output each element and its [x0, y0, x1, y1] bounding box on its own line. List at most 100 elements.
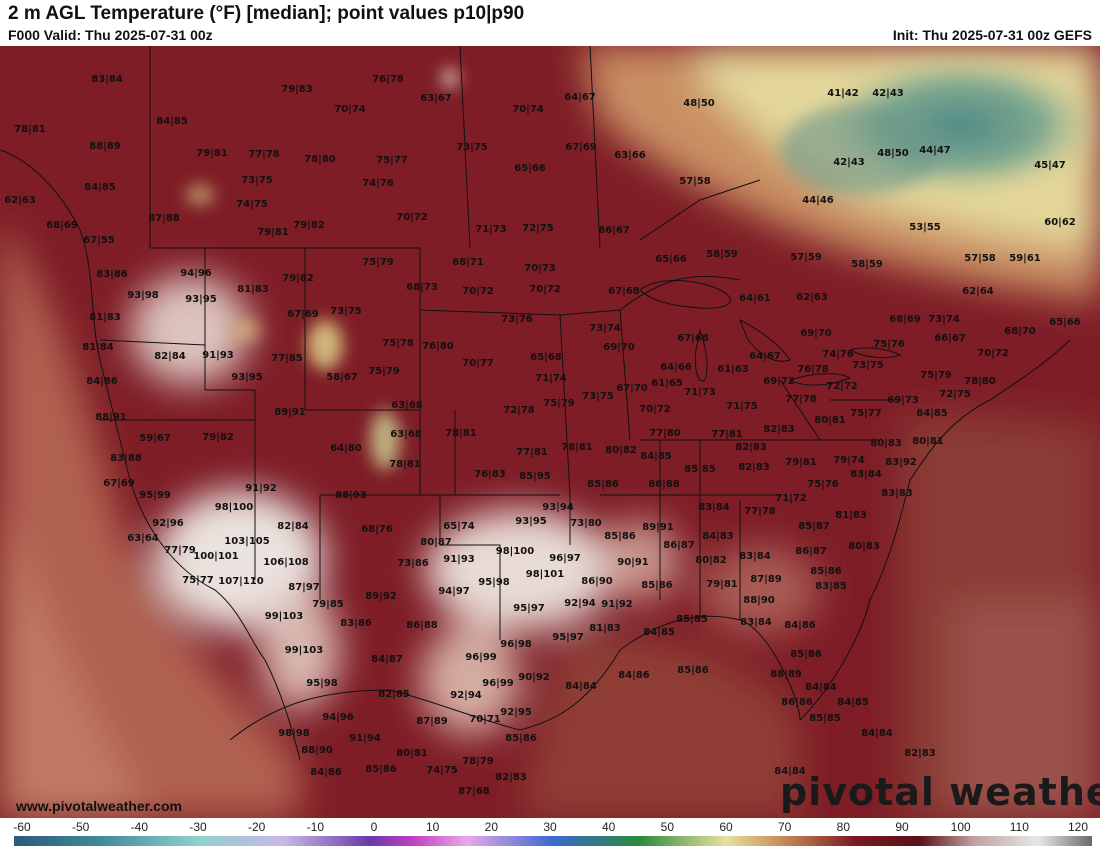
point-value: 84|85	[84, 182, 116, 193]
point-value: 94|96	[180, 268, 212, 279]
point-value: 73|75	[456, 142, 488, 153]
point-value: 98|100	[215, 502, 253, 513]
point-value: 88|91	[95, 412, 127, 423]
point-value: 72|75	[939, 389, 971, 400]
point-value: 81|83	[89, 312, 121, 323]
point-value: 75|79	[362, 257, 394, 268]
point-value: 70|74	[334, 104, 366, 115]
scale-tick-label: 40	[601, 820, 616, 834]
point-value: 70|73	[524, 263, 556, 274]
point-value: 64|67	[749, 351, 781, 362]
point-value: 75|79	[920, 370, 952, 381]
point-value: 69|70	[603, 342, 635, 353]
scale-bar	[14, 836, 1092, 846]
point-value: 58|59	[851, 259, 883, 270]
header: 2 m AGL Temperature (°F) [median]; point…	[0, 0, 1100, 46]
point-value: 95|97	[552, 632, 584, 643]
point-value: 88|93	[335, 490, 367, 501]
point-value: 84|85	[916, 408, 948, 419]
point-value: 59|67	[139, 433, 171, 444]
point-value: 84|85	[640, 451, 672, 462]
watermark-brand: pivotal weather	[780, 770, 1100, 814]
point-value: 88|90	[301, 745, 333, 756]
scale-tick-label: 100	[950, 820, 971, 834]
point-value: 85|85	[809, 713, 841, 724]
point-value: 89|92	[365, 591, 397, 602]
point-value: 85|85	[684, 464, 716, 475]
point-value: 70|72	[977, 348, 1009, 359]
point-value: 80|81	[396, 748, 428, 759]
point-value: 73|74	[928, 314, 960, 325]
point-value: 75|79	[543, 398, 575, 409]
point-value: 86|88	[648, 479, 680, 490]
init-time: Init: Thu 2025-07-31 00z GEFS	[892, 27, 1092, 43]
point-value: 65|74	[443, 521, 475, 532]
point-value: 79|85	[312, 599, 344, 610]
point-value: 91|93	[443, 554, 475, 565]
point-value: 92|94	[450, 690, 482, 701]
point-value: 70|72	[396, 212, 428, 223]
point-value: 70|72	[639, 404, 671, 415]
point-value: 72|72	[826, 381, 858, 392]
point-value: 84|85	[643, 627, 675, 638]
point-value: 93|98	[127, 290, 159, 301]
point-value: 65|68	[530, 352, 562, 363]
point-value: 82|85	[378, 689, 410, 700]
point-value: 69|73	[887, 395, 919, 406]
cold-region-2	[780, 105, 940, 195]
point-value: 80|83	[848, 541, 880, 552]
point-value: 98|98	[278, 728, 310, 739]
temperature-map[interactable]: 83|84 78|81 84|85 88|89 79|83 76|78 70|74 63|67…	[0, 46, 1100, 818]
point-value: 82|83	[738, 462, 770, 473]
point-value: 84|86	[618, 670, 650, 681]
scale-tick-label: 0	[370, 820, 378, 834]
point-value: 77|78	[744, 506, 776, 517]
point-value: 64|67	[564, 92, 596, 103]
point-value: 79|74	[833, 455, 865, 466]
point-value: 74|75	[426, 765, 458, 776]
point-value: 81|83	[237, 284, 269, 295]
point-value: 85|95	[519, 471, 551, 482]
valid-time: F000 Valid: Thu 2025-07-31 00z	[8, 27, 213, 43]
point-value: 85|86	[365, 764, 397, 775]
scale-tick-label: 70	[777, 820, 792, 834]
scale-tick-label: -10	[306, 820, 324, 834]
point-value: 57|58	[964, 253, 996, 264]
point-value: 80|81	[814, 415, 846, 426]
point-value: 82|84	[277, 521, 309, 532]
point-value: 80|83	[870, 438, 902, 449]
point-value: 85|85	[676, 614, 708, 625]
point-value: 82|84	[154, 351, 186, 362]
point-value: 63|68	[390, 429, 422, 440]
point-value: 92|94	[564, 598, 596, 609]
point-value: 95|97	[513, 603, 545, 614]
point-value: 79|81	[706, 579, 738, 590]
point-value: 84|84	[861, 728, 893, 739]
point-value: 57|59	[790, 252, 822, 263]
point-value: 87|89	[416, 716, 448, 727]
point-value: 58|67	[326, 372, 358, 383]
point-value: 65|66	[514, 163, 546, 174]
point-value: 85|86	[677, 665, 709, 676]
point-value: 99|103	[265, 611, 303, 622]
borders	[0, 46, 1071, 761]
point-value: 67|69	[287, 309, 319, 320]
point-value: 95|98	[306, 678, 338, 689]
point-value: 41|42	[827, 88, 859, 99]
point-value: 70|72	[529, 284, 561, 295]
point-value: 63|64	[127, 533, 159, 544]
point-value: 90|91	[617, 557, 649, 568]
scale-tick-label: 120	[1067, 820, 1089, 834]
point-value: 84|84	[774, 766, 806, 777]
watermark-url: www.pivotalweather.com	[16, 798, 182, 814]
point-value: 82|83	[904, 748, 936, 759]
point-value: 81|83	[589, 623, 621, 634]
scale-tick-label: 60	[719, 820, 733, 834]
point-value: 57|58	[679, 176, 711, 187]
point-value: 87|68	[458, 786, 490, 797]
point-value: 71|74	[535, 373, 567, 384]
terrain-highlights	[186, 68, 458, 470]
point-value: 44|47	[919, 145, 951, 156]
scale-tick-label: 10	[425, 820, 440, 834]
point-value: 87|97	[288, 582, 320, 593]
